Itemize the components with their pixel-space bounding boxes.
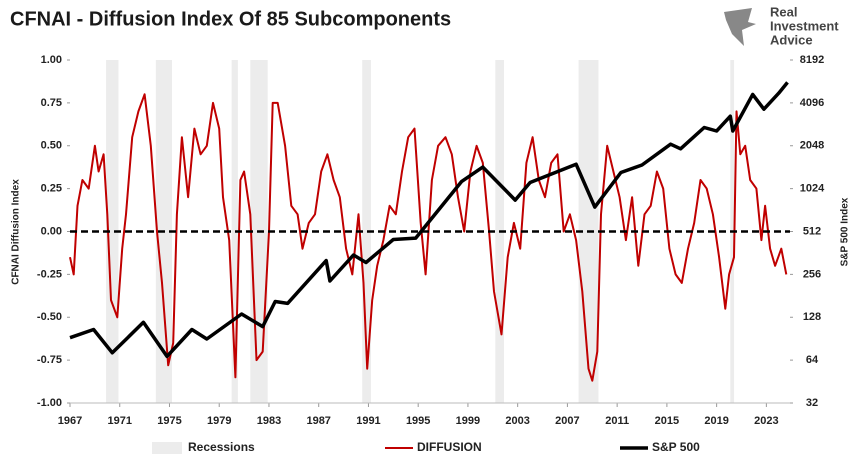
x-tick-label: 1991 [356, 415, 380, 427]
y-tick-label: 0.25 [41, 183, 62, 195]
y-tick-label: 1.00 [41, 54, 62, 66]
x-tick-label: 2019 [704, 415, 728, 427]
x-tick-label: 1999 [456, 415, 480, 427]
y2-tick-label: 2048 [800, 140, 824, 152]
recession-band [231, 60, 238, 403]
recession-band [106, 60, 119, 403]
x-tick-label: 1983 [257, 415, 281, 427]
y-tick-label: 0.50 [41, 140, 62, 152]
y-axis-label: CFNAI Diffusion Index [11, 179, 22, 285]
recession-band [362, 60, 371, 403]
y2-tick-label: 64 [806, 354, 819, 366]
y-tick-label: -0.25 [37, 268, 62, 280]
y2-tick-label: 8192 [800, 54, 824, 66]
brand-text: Investment [770, 18, 839, 33]
y2-tick-label: 256 [803, 268, 821, 280]
x-tick-label: 2015 [655, 415, 679, 427]
y-tick-label: 0.75 [41, 97, 62, 109]
x-tick-label: 1995 [406, 415, 430, 427]
x-tick-label: 1987 [306, 415, 330, 427]
y-tick-label: -0.75 [37, 354, 62, 366]
x-tick-label: 2023 [754, 415, 778, 427]
y2-axis-label: S&P 500 Index [840, 197, 851, 266]
brand-text: Advice [770, 32, 813, 47]
y2-tick-label: 512 [803, 225, 821, 237]
series-line [69, 93, 788, 382]
x-tick-label: 1971 [107, 415, 131, 427]
y2-tick-label: 1024 [800, 183, 825, 195]
y-tick-label: -1.00 [37, 397, 62, 409]
y-tick-label: 0.00 [41, 225, 62, 237]
x-tick-label: 2007 [555, 415, 579, 427]
y2-tick-label: 32 [806, 397, 818, 409]
series-line [69, 81, 789, 359]
legend-label: Recessions [188, 440, 255, 454]
x-tick-label: 2011 [605, 415, 629, 427]
brand-text: Real [770, 4, 797, 19]
legend-label: S&P 500 [652, 440, 700, 454]
x-tick-label: 1975 [157, 415, 181, 427]
y-tick-label: -0.50 [37, 311, 62, 323]
y2-tick-label: 128 [803, 311, 821, 323]
x-tick-label: 1967 [58, 415, 82, 427]
x-tick-label: 1979 [207, 415, 231, 427]
x-tick-label: 2003 [505, 415, 529, 427]
chart-title: CFNAI - Diffusion Index Of 85 Subcompone… [10, 8, 451, 30]
legend-label: DIFFUSION [417, 440, 482, 454]
brand-logo [724, 8, 756, 46]
legend-swatch [152, 442, 182, 454]
y2-tick-label: 4096 [800, 97, 824, 109]
